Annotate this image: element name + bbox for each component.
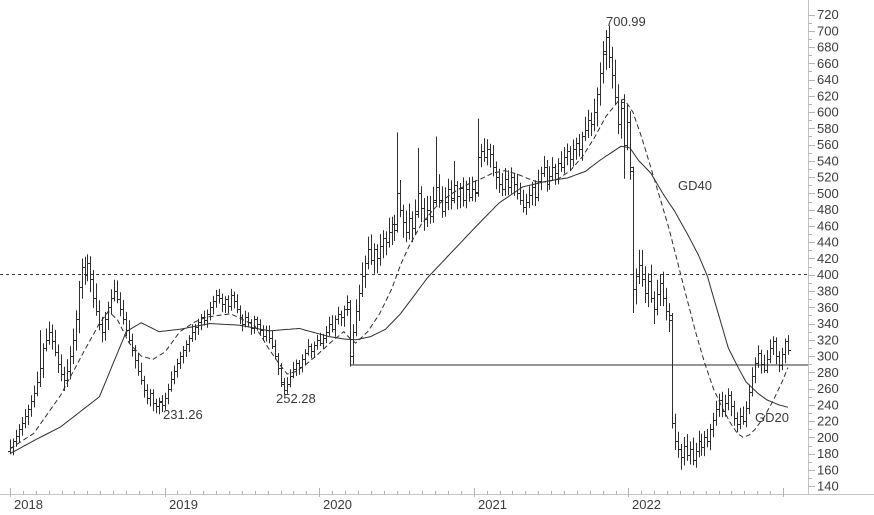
y-axis-label: 620 xyxy=(817,88,839,103)
y-axis-label: 420 xyxy=(817,251,839,266)
x-axis-labels: 2018 2019 2020 2021 2022 xyxy=(14,497,661,512)
y-axis-label: 200 xyxy=(817,430,839,445)
y-axis-label: 340 xyxy=(817,316,839,331)
y-axis-label: 580 xyxy=(817,121,839,136)
y-axis-label: 640 xyxy=(817,72,839,87)
y-axis-label: 460 xyxy=(817,218,839,233)
y-axis-label: 500 xyxy=(817,186,839,201)
y-axis-label: 320 xyxy=(817,332,839,347)
peak-value-annotation: 700.99 xyxy=(606,14,646,29)
y-axis-label: 300 xyxy=(817,349,839,364)
low-2019-annotation: 252.28 xyxy=(276,391,316,406)
y-axis-label: 280 xyxy=(817,365,839,380)
y-axis-label: 540 xyxy=(817,153,839,168)
gd40-ma-label: GD40 xyxy=(678,178,712,193)
y-axis-labels: 7207006806606406206005805605405205004804… xyxy=(817,7,839,494)
x-axis-label: 2022 xyxy=(632,497,661,512)
axes xyxy=(0,0,874,497)
y-axis-label: 400 xyxy=(817,267,839,282)
y-axis-label: 140 xyxy=(817,479,839,494)
y-axis-label: 560 xyxy=(817,137,839,152)
y-axis-label: 360 xyxy=(817,300,839,315)
y-axis-label: 260 xyxy=(817,381,839,396)
y-axis-label: 220 xyxy=(817,414,839,429)
x-axis-label: 2019 xyxy=(169,497,198,512)
gd20-line xyxy=(9,98,789,450)
y-axis-label: 440 xyxy=(817,235,839,250)
y-axis-label: 600 xyxy=(817,105,839,120)
y-axis-label: 680 xyxy=(817,40,839,55)
y-axis-label: 180 xyxy=(817,446,839,461)
y-axis-label: 480 xyxy=(817,202,839,217)
x-axis-label: 2020 xyxy=(323,497,352,512)
y-axis-label: 520 xyxy=(817,170,839,185)
y-axis-label: 660 xyxy=(817,56,839,71)
x-axis-label: 2021 xyxy=(478,497,507,512)
y-axis-label: 720 xyxy=(817,7,839,22)
gd20-ma-label: GD20 xyxy=(755,410,789,425)
x-axis-label: 2018 xyxy=(14,497,43,512)
y-axis-label: 240 xyxy=(817,397,839,412)
y-axis-label: 160 xyxy=(817,462,839,477)
low-2018-annotation: 231.26 xyxy=(163,407,203,422)
price-bars xyxy=(8,25,791,470)
gd40-line xyxy=(9,145,789,455)
y-axis-label: 700 xyxy=(817,23,839,38)
y-axis-label: 380 xyxy=(817,284,839,299)
